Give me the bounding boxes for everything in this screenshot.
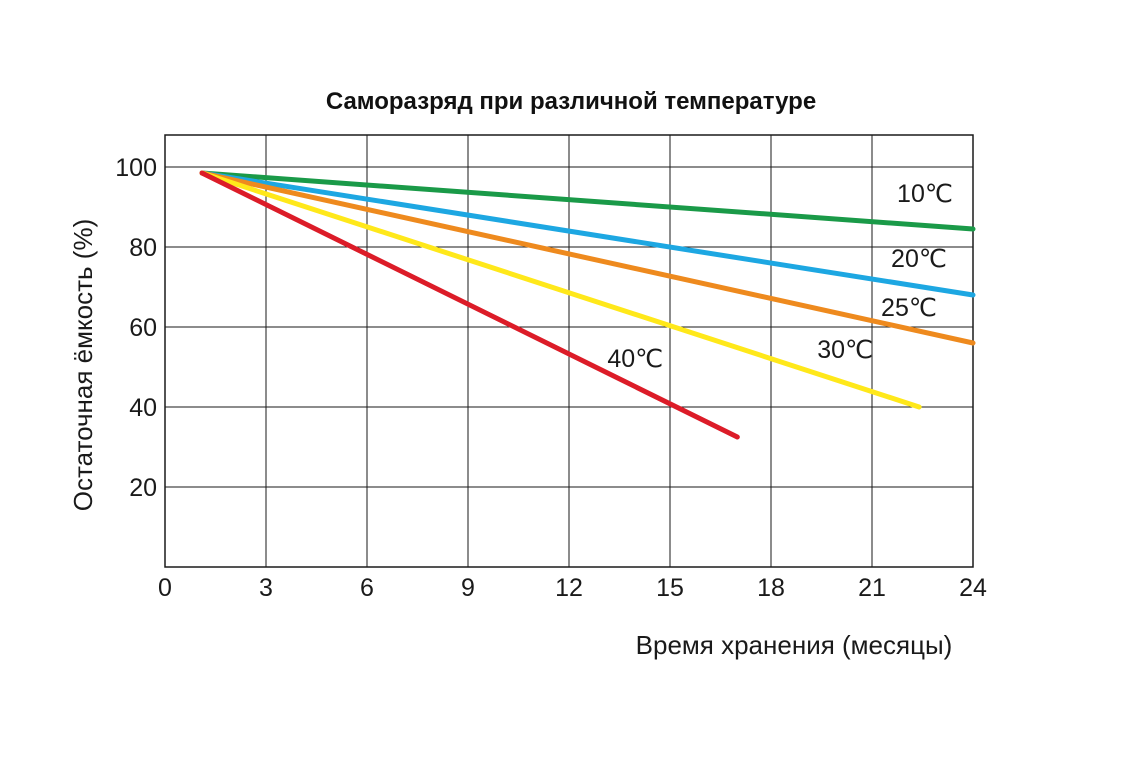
series-line-10c <box>199 170 976 232</box>
y-tick-label: 60 <box>129 314 157 342</box>
series-label: 25℃ <box>881 294 937 322</box>
series-line-25c <box>199 170 976 346</box>
x-tick-label: 12 <box>555 574 583 602</box>
x-axis-label: Время хранения (месяцы) <box>636 630 953 660</box>
series-line-20c <box>199 170 976 298</box>
x-tick-label: 3 <box>259 574 273 602</box>
series-line-30c <box>199 170 922 410</box>
x-tick-label: 21 <box>858 574 886 602</box>
y-tick-label: 40 <box>129 394 157 422</box>
y-tick-label: 20 <box>129 474 157 502</box>
series-labels: 10℃ 20℃ 25℃ 30℃ 40℃ <box>607 180 953 373</box>
y-axis-ticks: 20 40 60 80 100 <box>115 154 157 502</box>
series-line-40c <box>199 170 740 440</box>
series-label: 10℃ <box>897 180 953 208</box>
y-tick-label: 80 <box>129 234 157 262</box>
x-tick-label: 0 <box>158 574 172 602</box>
series-lines <box>199 170 976 440</box>
x-tick-label: 18 <box>757 574 785 602</box>
series-label: 20℃ <box>891 245 947 273</box>
x-tick-label: 24 <box>959 574 987 602</box>
series-label: 40℃ <box>607 345 663 373</box>
x-tick-label: 9 <box>461 574 475 602</box>
x-tick-label: 15 <box>656 574 684 602</box>
y-tick-label: 100 <box>115 154 157 182</box>
grid <box>165 135 973 567</box>
y-axis-label: Остаточная ёмкость (%) <box>68 219 98 511</box>
series-label: 30℃ <box>817 336 873 364</box>
x-axis-ticks: 0 3 6 9 12 15 18 21 24 <box>158 574 987 602</box>
plot-frame <box>164 134 974 568</box>
x-tick-label: 6 <box>360 574 374 602</box>
chart-title: Саморазряд при различной температуре <box>326 88 816 115</box>
